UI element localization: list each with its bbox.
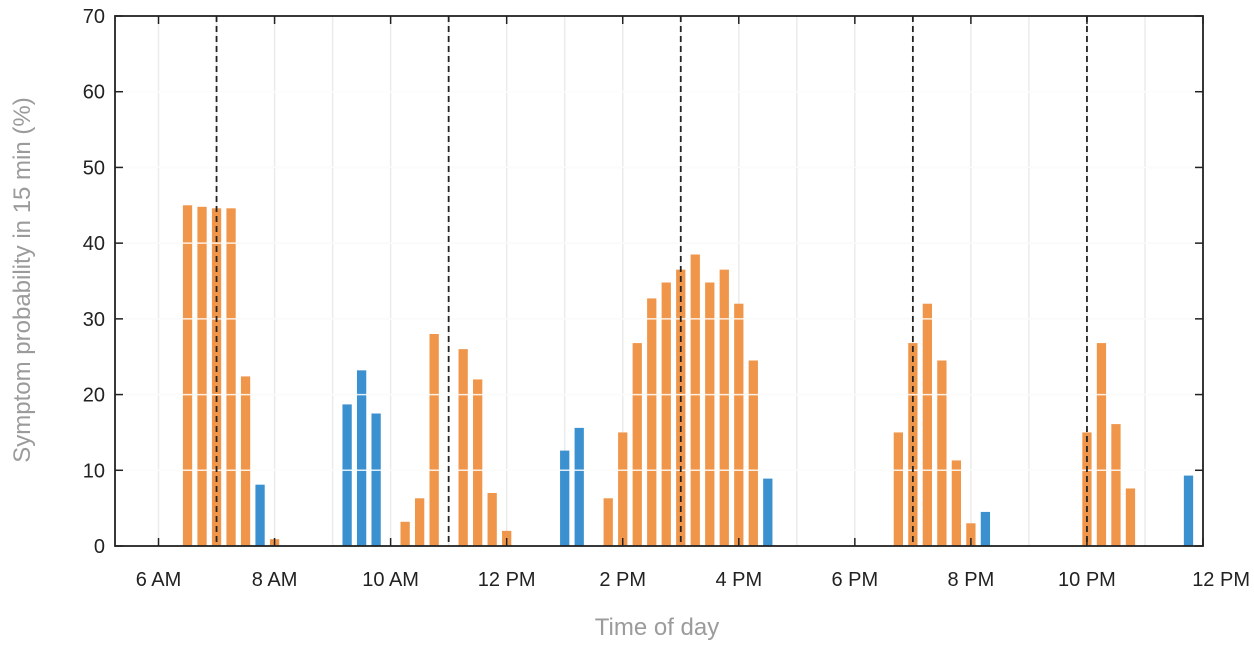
tick-labels: 0 10 20 30 40 50 60 70 6 AM 8 AM 10 AM 12 PM 2 PM 4 P… [83, 6, 1250, 591]
bar [893, 432, 904, 546]
bar [414, 498, 425, 546]
bar [429, 334, 439, 546]
grid [115, 16, 1204, 546]
bar [182, 205, 193, 547]
bar [473, 379, 483, 546]
bar [647, 298, 657, 546]
bar [560, 450, 570, 546]
y-tick-label: 70 [83, 6, 105, 28]
bar [197, 206, 207, 547]
plot-frame [114, 15, 1204, 547]
bar [458, 349, 468, 546]
bar [719, 269, 729, 546]
bar [1111, 424, 1121, 546]
bar [356, 370, 367, 546]
bar [226, 208, 236, 547]
bar [980, 511, 991, 546]
y-tick-label: 50 [83, 157, 105, 179]
bar [966, 523, 976, 546]
bar [937, 360, 947, 546]
bar [690, 254, 700, 546]
x-tick-label: 8 AM [252, 569, 298, 591]
bars [115, 90, 1203, 547]
bar [371, 413, 381, 546]
bar [705, 282, 715, 546]
bar [342, 404, 352, 546]
x-tick-label: 12 PM [1192, 569, 1250, 591]
bar [240, 376, 251, 546]
bar [632, 343, 642, 546]
x-tick-label: 4 PM [715, 569, 762, 591]
x-tick-label: 6 AM [136, 569, 182, 591]
bar [603, 498, 613, 546]
y-tick-label: 30 [83, 309, 105, 331]
bar [255, 484, 265, 546]
y-axis-title: Symptom probability in 15 min (%) [9, 97, 36, 462]
bar [763, 478, 773, 546]
x-tick-label: 2 PM [599, 569, 646, 591]
y-tick-label: 60 [83, 82, 105, 104]
bar [1125, 488, 1136, 546]
bar [1183, 475, 1194, 546]
bar [748, 360, 758, 546]
x-axis-title: Time of day [595, 614, 720, 641]
y-tick-label: 10 [83, 460, 105, 482]
y-tick-label: 20 [83, 385, 105, 407]
bar [922, 303, 933, 546]
bar [908, 343, 918, 546]
y-tick-label: 40 [83, 233, 105, 255]
axes [114, 15, 1204, 547]
bar [400, 521, 410, 546]
x-tick-label: 10 AM [362, 569, 419, 591]
bar [618, 432, 628, 546]
bar [487, 493, 497, 546]
bar [661, 282, 671, 546]
y-tick-label: 0 [94, 536, 105, 558]
bar [574, 427, 584, 546]
bar [1096, 343, 1107, 546]
x-tick-label: 6 PM [831, 569, 878, 591]
bar [951, 460, 962, 546]
x-tick-label: 8 PM [948, 569, 995, 591]
bar [734, 303, 744, 546]
x-tick-label: 10 PM [1058, 569, 1116, 591]
dashed-reference-lines [215, 16, 1088, 546]
x-tick-label: 12 PM [478, 569, 536, 591]
